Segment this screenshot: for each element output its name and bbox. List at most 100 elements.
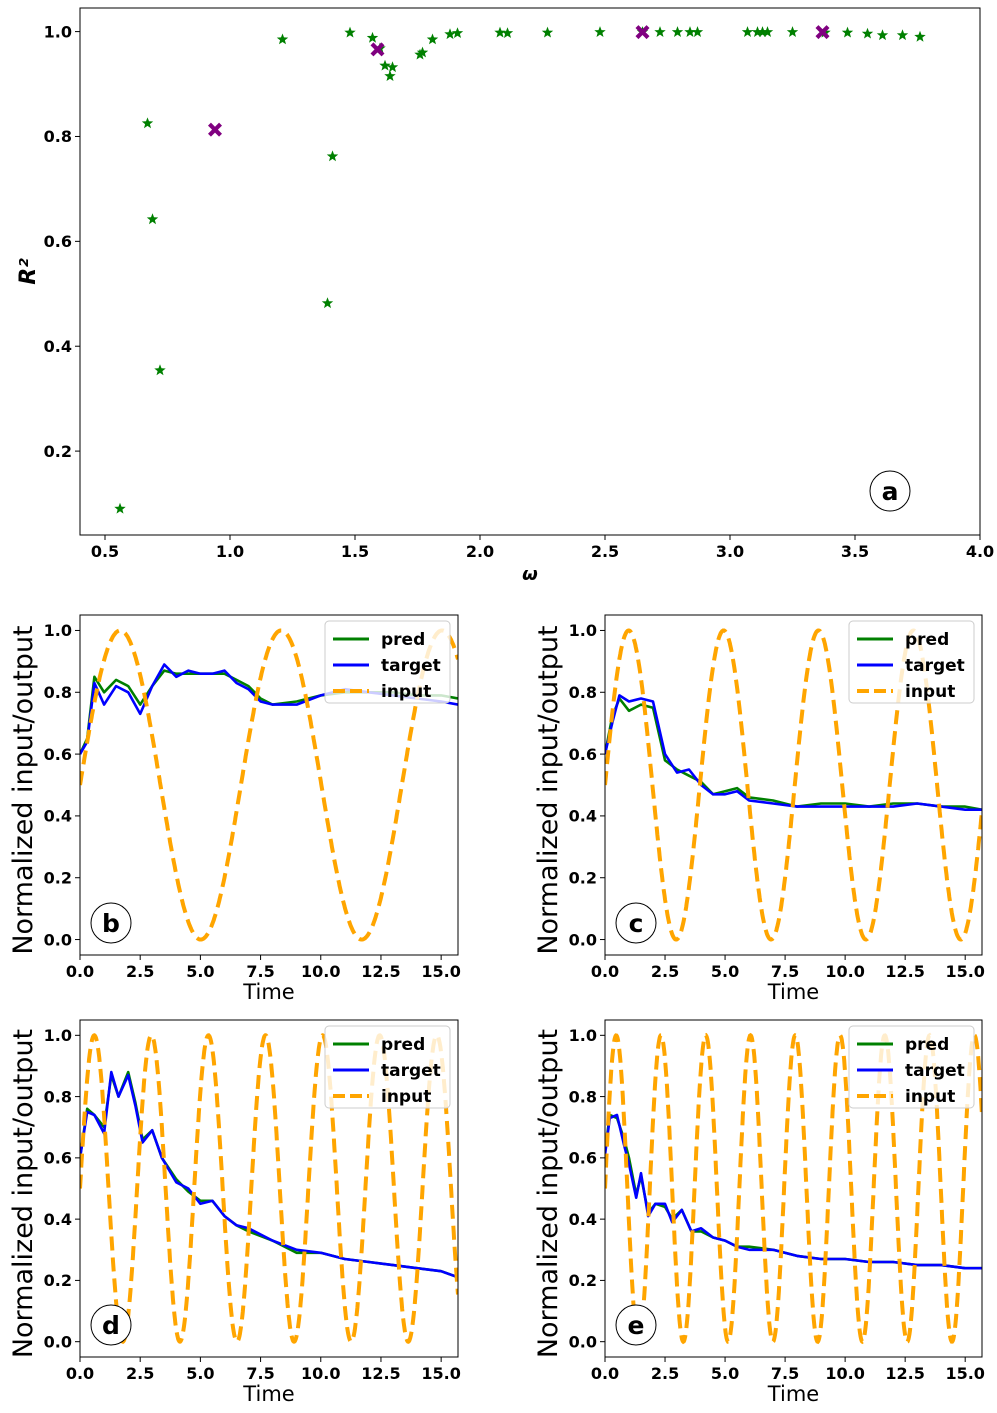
x-tick-label: 12.5 (361, 1364, 400, 1383)
series-line-target (605, 1113, 982, 1270)
y-tick-label: 0.6 (44, 232, 72, 251)
scatter-point-star (761, 26, 774, 37)
x-tick-label: 0.0 (66, 1364, 94, 1383)
y-tick-label: 0.8 (44, 683, 72, 702)
y-axis-label: Normalized input/output (8, 1029, 39, 1358)
x-tick-label: 15.0 (945, 1364, 984, 1383)
scatter-point-star (541, 26, 554, 38)
y-tick-label: 0.2 (44, 1271, 72, 1290)
series-line-pred (605, 697, 982, 811)
scatter-point-star (141, 117, 154, 129)
series-line-input (80, 628, 458, 942)
scatter-point-star (691, 26, 704, 37)
scatter-point-star (344, 26, 356, 38)
panel-label: d (102, 1311, 120, 1340)
scatter-point-star (426, 33, 439, 45)
x-tick-label: 3.0 (716, 542, 744, 561)
y-axis-label: Normalized input/output (533, 625, 564, 954)
scatter-point-star (896, 29, 909, 41)
x-tick-label: 12.5 (361, 962, 400, 981)
scatter-point-star (654, 26, 666, 37)
scatter-point-star (594, 26, 606, 37)
scatter-point-star (444, 28, 456, 40)
x-tick-label: 2.5 (651, 1364, 679, 1383)
x-tick-label: 1.0 (216, 542, 244, 561)
plot-frame (604, 614, 983, 956)
y-tick-label: 0.8 (569, 683, 597, 702)
x-tick-label: 5.0 (711, 1364, 739, 1383)
line-panel-c: 0.0 2.5 5.0 7.5 10.0 12.5 15.0 0.0 0.2 0.4 0.6 0.8 1… (533, 614, 985, 1004)
x-tick-label: 10.0 (301, 1364, 340, 1383)
legend-label-target: target (381, 1061, 441, 1081)
plot-frame (604, 1019, 983, 1358)
x-tick-label: 12.5 (885, 962, 924, 981)
legend-label-input: input (905, 682, 955, 702)
panel-label-circle (615, 902, 657, 944)
legend-label-input: input (381, 1087, 431, 1107)
legend-box (848, 620, 975, 704)
scatter-point-star (114, 502, 126, 514)
y-tick-label: 0.6 (569, 1149, 597, 1168)
scatter-point-star (751, 26, 764, 37)
x-tick-label: 0.5 (91, 542, 119, 561)
y-tick-label: 0.6 (569, 745, 597, 764)
y-tick-label: 0.8 (569, 1087, 597, 1106)
scatter-point-star (876, 29, 889, 41)
legend-box (324, 1025, 451, 1109)
x-axis-label: ω (522, 564, 538, 585)
scatter-point-selected (815, 25, 830, 40)
plot-frame (79, 614, 459, 956)
legend-box (324, 620, 451, 704)
scatter-point-star (384, 70, 396, 81)
line-panel-e: 0.0 2.5 5.0 7.5 10.0 12.5 15.0 0.0 0.2 0.4 0.6 0.8 1… (533, 1019, 985, 1406)
series-line-input (80, 1033, 458, 1344)
y-axis-label: Normalized input/output (533, 1029, 564, 1358)
x-axis-label: Time (242, 980, 294, 1004)
x-tick-label: 0.0 (66, 962, 94, 981)
series-line-input (605, 1032, 982, 1345)
legend-label-input: input (905, 1087, 955, 1107)
x-tick-label: 2.5 (591, 542, 619, 561)
scatter-point-star (326, 150, 339, 162)
scatter-point-star (501, 27, 514, 38)
x-tick-label: 5.0 (186, 1364, 214, 1383)
x-tick-label: 2.0 (466, 542, 494, 561)
panel-label: c (629, 909, 644, 938)
scatter-point-star (914, 30, 926, 42)
scatter-point-star (494, 26, 506, 38)
scatter-point-star (379, 59, 391, 71)
scatter-point-star (756, 26, 769, 37)
y-tick-label: 1.0 (569, 1026, 597, 1045)
legend-label-target: target (905, 656, 965, 676)
y-tick-label: 1.0 (44, 621, 72, 640)
scatter-point-star (276, 33, 289, 45)
scatter-point-star (741, 26, 754, 37)
plot-area (605, 1032, 982, 1345)
x-tick-label: 10.0 (301, 962, 340, 981)
x-tick-label: 10.0 (825, 1364, 864, 1383)
x-tick-label: 7.5 (771, 962, 799, 981)
x-tick-label: 0.0 (591, 962, 619, 981)
y-tick-label: 0.0 (44, 930, 72, 949)
y-tick-label: 0.8 (44, 127, 72, 146)
x-axis-label: Time (767, 980, 819, 1004)
y-tick-label: 0.2 (569, 868, 597, 887)
legend-label-target: target (905, 1061, 965, 1081)
y-tick-label: 0.8 (44, 1087, 72, 1106)
x-tick-label: 2.5 (651, 962, 679, 981)
legend: pred target input (324, 1025, 451, 1109)
scatter-panel-a: 0.5 1.0 1.5 2.0 2.5 3.0 3.5 4.0 0.2 0.4 0.6 0.8 1.0 ω… (16, 7, 994, 585)
panel-label: b (102, 909, 120, 938)
scatter-point-star (416, 46, 429, 58)
y-tick-label: 1.0 (569, 621, 597, 640)
panel-label: e (628, 1311, 645, 1340)
scatter-point-star (146, 213, 159, 225)
panel-label: a (882, 477, 899, 506)
x-tick-label: 5.0 (186, 962, 214, 981)
line-panel-b: 0.0 2.5 5.0 7.5 10.0 12.5 15.0 0.0 0.2 0.4 0.6 0.8 1… (8, 614, 461, 1004)
scatter-point-selected (208, 122, 222, 137)
legend-box (848, 1025, 975, 1109)
y-axis-label: R² (16, 258, 41, 285)
scatter-point-star (154, 364, 166, 376)
